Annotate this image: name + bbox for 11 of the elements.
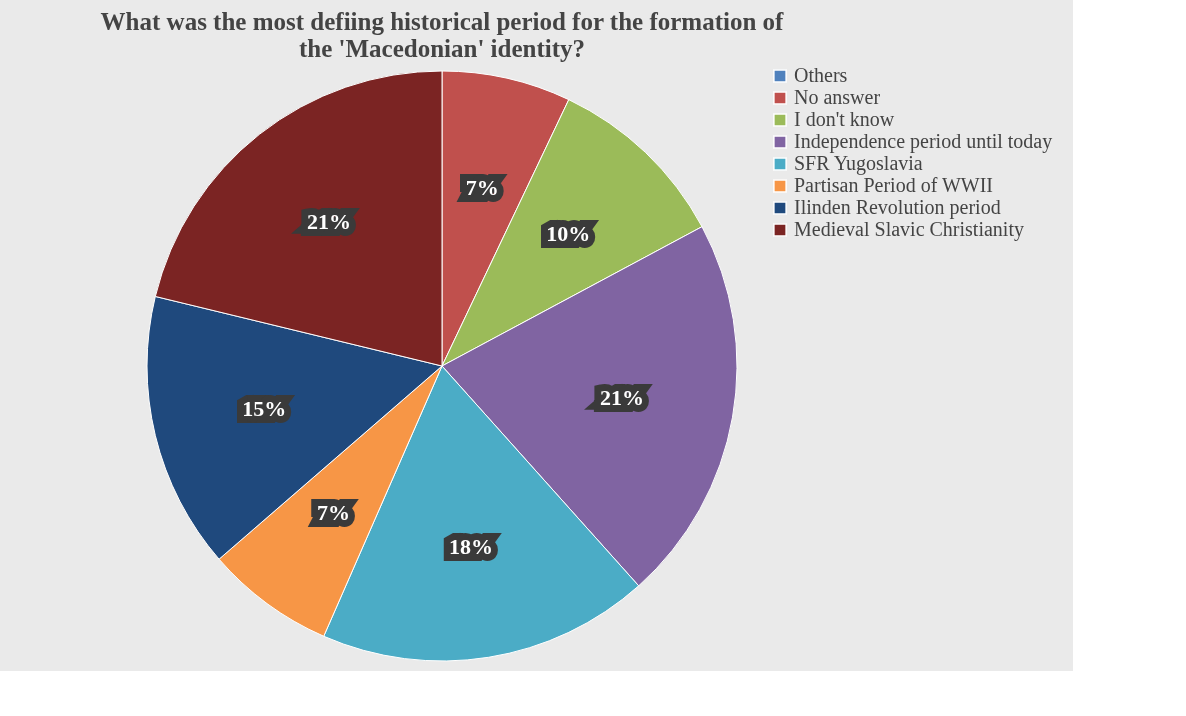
chart-title: What was the most defiing historical period for the formation of the 'Macedonian' identity? xyxy=(100,8,785,62)
legend-label: I don't know xyxy=(794,108,895,130)
legend-label: Others xyxy=(794,64,848,86)
legend-label: Ilinden Revolution period xyxy=(794,196,1001,219)
data-label: 21% xyxy=(306,209,351,235)
legend-label: No answer xyxy=(794,86,881,108)
legend-label: Medieval Slavic Christianity xyxy=(794,218,1024,241)
legend-label: Partisan Period of WWII xyxy=(794,174,994,196)
data-label: 15% xyxy=(242,396,287,422)
legend-label: SFR Yugoslavia xyxy=(794,152,923,175)
legend-label: Independence period until today xyxy=(794,130,1053,153)
